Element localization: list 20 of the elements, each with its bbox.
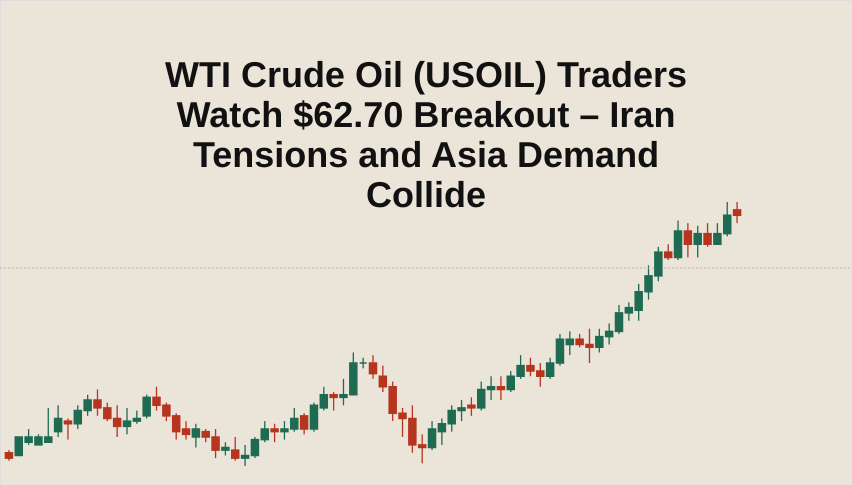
candlestick xyxy=(192,423,200,448)
candlestick xyxy=(54,404,62,438)
candlestick xyxy=(664,244,672,261)
candlestick xyxy=(693,225,702,258)
candlestick xyxy=(142,394,151,420)
candlestick xyxy=(368,354,378,380)
candlestick xyxy=(358,357,368,369)
candlestick xyxy=(496,376,506,401)
candlestick xyxy=(221,442,230,456)
candlestick xyxy=(300,412,308,435)
candlestick xyxy=(703,222,712,248)
candlestick xyxy=(64,418,72,440)
candlestick xyxy=(684,222,692,258)
candlestick xyxy=(270,423,279,443)
candlestick xyxy=(732,201,742,224)
candlestick xyxy=(467,396,476,416)
candlestick xyxy=(230,436,240,462)
candlestick xyxy=(4,450,14,462)
candlestick xyxy=(329,391,338,412)
chart-title: WTI Crude Oil (USOIL) Traders Watch $62.70 Breakout – Iran Tensions and Asia Demand Collide xyxy=(164,54,688,215)
